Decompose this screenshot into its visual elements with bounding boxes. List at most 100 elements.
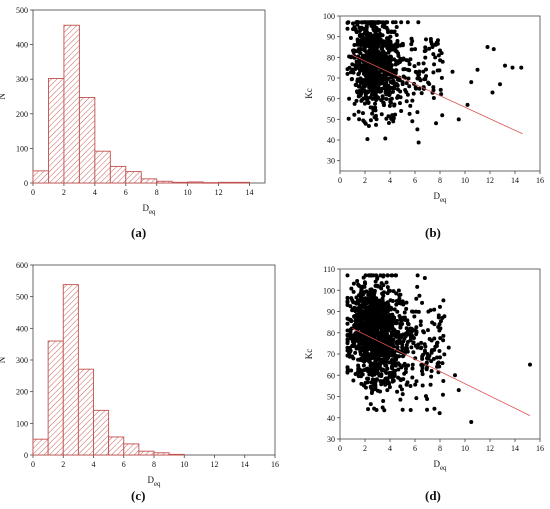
scatter-point — [375, 388, 380, 393]
scatter-point — [394, 334, 399, 339]
scatter-point — [380, 330, 385, 335]
scatter-point — [453, 373, 457, 378]
scatter-point — [354, 345, 359, 350]
scatter-point — [356, 109, 361, 114]
scatter-point — [363, 296, 368, 301]
scatter-point — [348, 304, 353, 309]
scatter-point — [429, 338, 434, 343]
scatter-point — [436, 313, 441, 318]
scatter-point — [372, 50, 377, 55]
scatter-point — [420, 383, 425, 388]
scatter-point — [360, 47, 365, 52]
scatter-point — [356, 315, 361, 320]
scatter-point — [367, 372, 372, 377]
x-tick-label: 4 — [92, 460, 96, 469]
scatter-point — [375, 314, 380, 319]
scatter-point — [370, 316, 375, 321]
scatter-point — [441, 298, 446, 303]
x-tick-label: 4 — [388, 444, 392, 453]
scatter-point — [357, 335, 362, 340]
y-tick-label: 0 — [24, 179, 28, 188]
x-tick-label: 12 — [211, 460, 219, 469]
y-tick-label: 30 — [327, 157, 335, 166]
scatter-point — [397, 339, 402, 344]
x-tick-label: 14 — [241, 460, 249, 469]
scatter-point — [362, 30, 367, 35]
scatter-point — [435, 38, 440, 43]
scatter-point — [407, 111, 412, 116]
scatter-point — [381, 398, 386, 403]
scatter-point — [381, 306, 386, 311]
scatter-point — [403, 370, 408, 375]
scatter-point — [387, 385, 392, 390]
scatter-point — [349, 368, 354, 373]
scatter-point — [364, 355, 369, 360]
panel-label-a: (a) — [131, 225, 147, 240]
scatter-point — [439, 92, 444, 97]
histogram-bar — [108, 436, 125, 456]
scatter-point — [369, 45, 374, 50]
y-tick-label: 400 — [16, 324, 28, 333]
scatter-point — [386, 50, 391, 55]
scatter-point — [360, 97, 365, 102]
scatter-point — [425, 328, 430, 333]
scatter-point — [374, 330, 379, 335]
panel-label-c: (c) — [131, 488, 146, 503]
x-tick-label: 10 — [180, 460, 188, 469]
x-tick-label: 10 — [461, 444, 469, 453]
scatter-point — [439, 51, 444, 56]
scatter-point — [430, 45, 435, 50]
scatter-point — [409, 329, 414, 334]
y-tick-label: 100 — [16, 419, 28, 428]
scatter-point — [366, 331, 371, 336]
scatter-point — [485, 45, 490, 49]
scatter-point — [416, 20, 421, 25]
scatter-point — [373, 101, 378, 106]
scatter-point — [413, 47, 418, 52]
scatter-point — [429, 359, 434, 364]
scatter-point — [414, 396, 419, 401]
scatter-point — [389, 96, 394, 101]
scatter-point — [363, 306, 368, 311]
scatter-point — [413, 382, 418, 387]
scatter-point — [374, 300, 379, 305]
y-tick-label: 100 — [16, 144, 28, 153]
scatter-point — [345, 295, 350, 300]
scatter-point — [383, 363, 388, 368]
x-axis-label-subscript: eq — [149, 208, 156, 216]
scatter-point — [392, 70, 397, 75]
scatter-point — [364, 314, 369, 319]
scatter-point — [357, 62, 362, 67]
scatter-point — [374, 303, 379, 308]
x-tick-label: 8 — [155, 188, 159, 197]
scatter-point — [416, 73, 421, 78]
y-tick-label: 500 — [16, 293, 28, 302]
y-tick-label: 100 — [323, 286, 335, 295]
scatter-point — [437, 304, 442, 309]
scatter-point — [395, 44, 400, 49]
scatter-point — [401, 339, 406, 344]
scatter-point — [405, 20, 410, 25]
scatter-point — [456, 117, 461, 122]
scatter-point — [414, 379, 419, 384]
scatter-point — [381, 60, 386, 65]
scatter-point — [380, 300, 385, 305]
scatter-point — [363, 82, 368, 87]
scatter-point — [438, 87, 443, 92]
scatter-point — [389, 273, 394, 278]
scatter-point — [406, 363, 411, 368]
scatter-point — [428, 382, 433, 387]
scatter-point — [354, 82, 359, 87]
scatter-point — [432, 322, 437, 327]
scatter-point — [350, 21, 355, 26]
scatter-point — [498, 82, 502, 87]
x-tick-label: 2 — [61, 460, 65, 469]
scatter-point — [379, 86, 384, 91]
scatter-point — [345, 369, 350, 374]
x-tick-label: 4 — [388, 176, 392, 185]
scatter-point — [373, 105, 378, 110]
x-tick-label: 12 — [486, 176, 494, 185]
scatter-point — [397, 60, 402, 65]
scatter-point — [351, 281, 356, 286]
scatter-point — [366, 100, 371, 105]
